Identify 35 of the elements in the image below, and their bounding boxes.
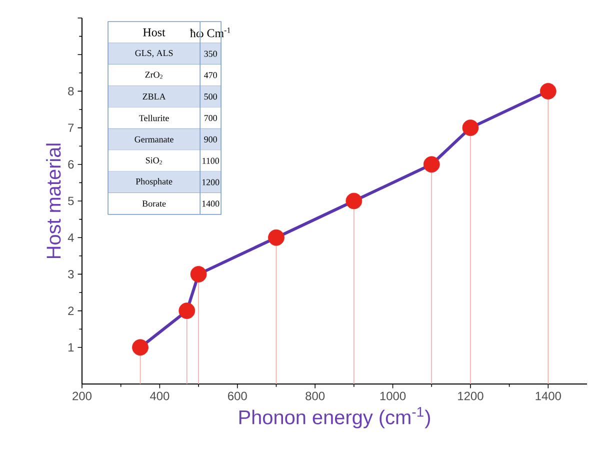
y-tick-label: 3 (68, 270, 74, 278)
y-tick-label: 5 (68, 196, 74, 206)
x-tick-label: 1200 (458, 392, 484, 400)
y-tick-label: 7 (68, 124, 74, 132)
annotation: 1100 (202, 158, 220, 164)
annotation: 350 (204, 50, 217, 57)
annotation: Host (143, 28, 166, 36)
annotation: 900 (204, 136, 217, 142)
y-tick-label: 4 (68, 233, 74, 242)
annotation: 1200 (202, 179, 220, 186)
x-tick-label: 800 (306, 392, 325, 400)
x-tick-label: 200 (72, 392, 92, 400)
annotation: Germanate (134, 136, 174, 142)
annotation: SiO$_{2}$ (146, 157, 162, 164)
x-tick-label: 1000 (380, 392, 406, 400)
y-axis-title: Host material (46, 144, 61, 258)
annotation: 700 (204, 114, 217, 122)
x-tick-label: 600 (228, 392, 247, 400)
annotation: ħω Cm$^{-1}$ (190, 28, 230, 38)
y-tick-label: 8 (68, 86, 74, 96)
y-tick-label: 1 (68, 343, 74, 352)
annotation: 500 (204, 94, 217, 100)
annotation: 470 (204, 72, 217, 78)
annotation: Phosphate (136, 178, 172, 186)
y-tick-label: 2 (68, 306, 74, 315)
annotation: ZrO$_{2}$ (145, 72, 162, 79)
y-tick-label: 6 (68, 160, 74, 169)
annotation: ZBLA (142, 94, 166, 100)
x-tick-label: 400 (150, 392, 170, 400)
x-tick-label: 1400 (536, 392, 561, 400)
x-axis-title: Phonon energy (cm$^{-1}$) (239, 407, 430, 428)
annotation: GLS, ALS (135, 50, 173, 58)
annotation: Tellurite (139, 114, 169, 122)
annotation: Borate (142, 200, 166, 207)
annotation: 1400 (202, 200, 220, 207)
